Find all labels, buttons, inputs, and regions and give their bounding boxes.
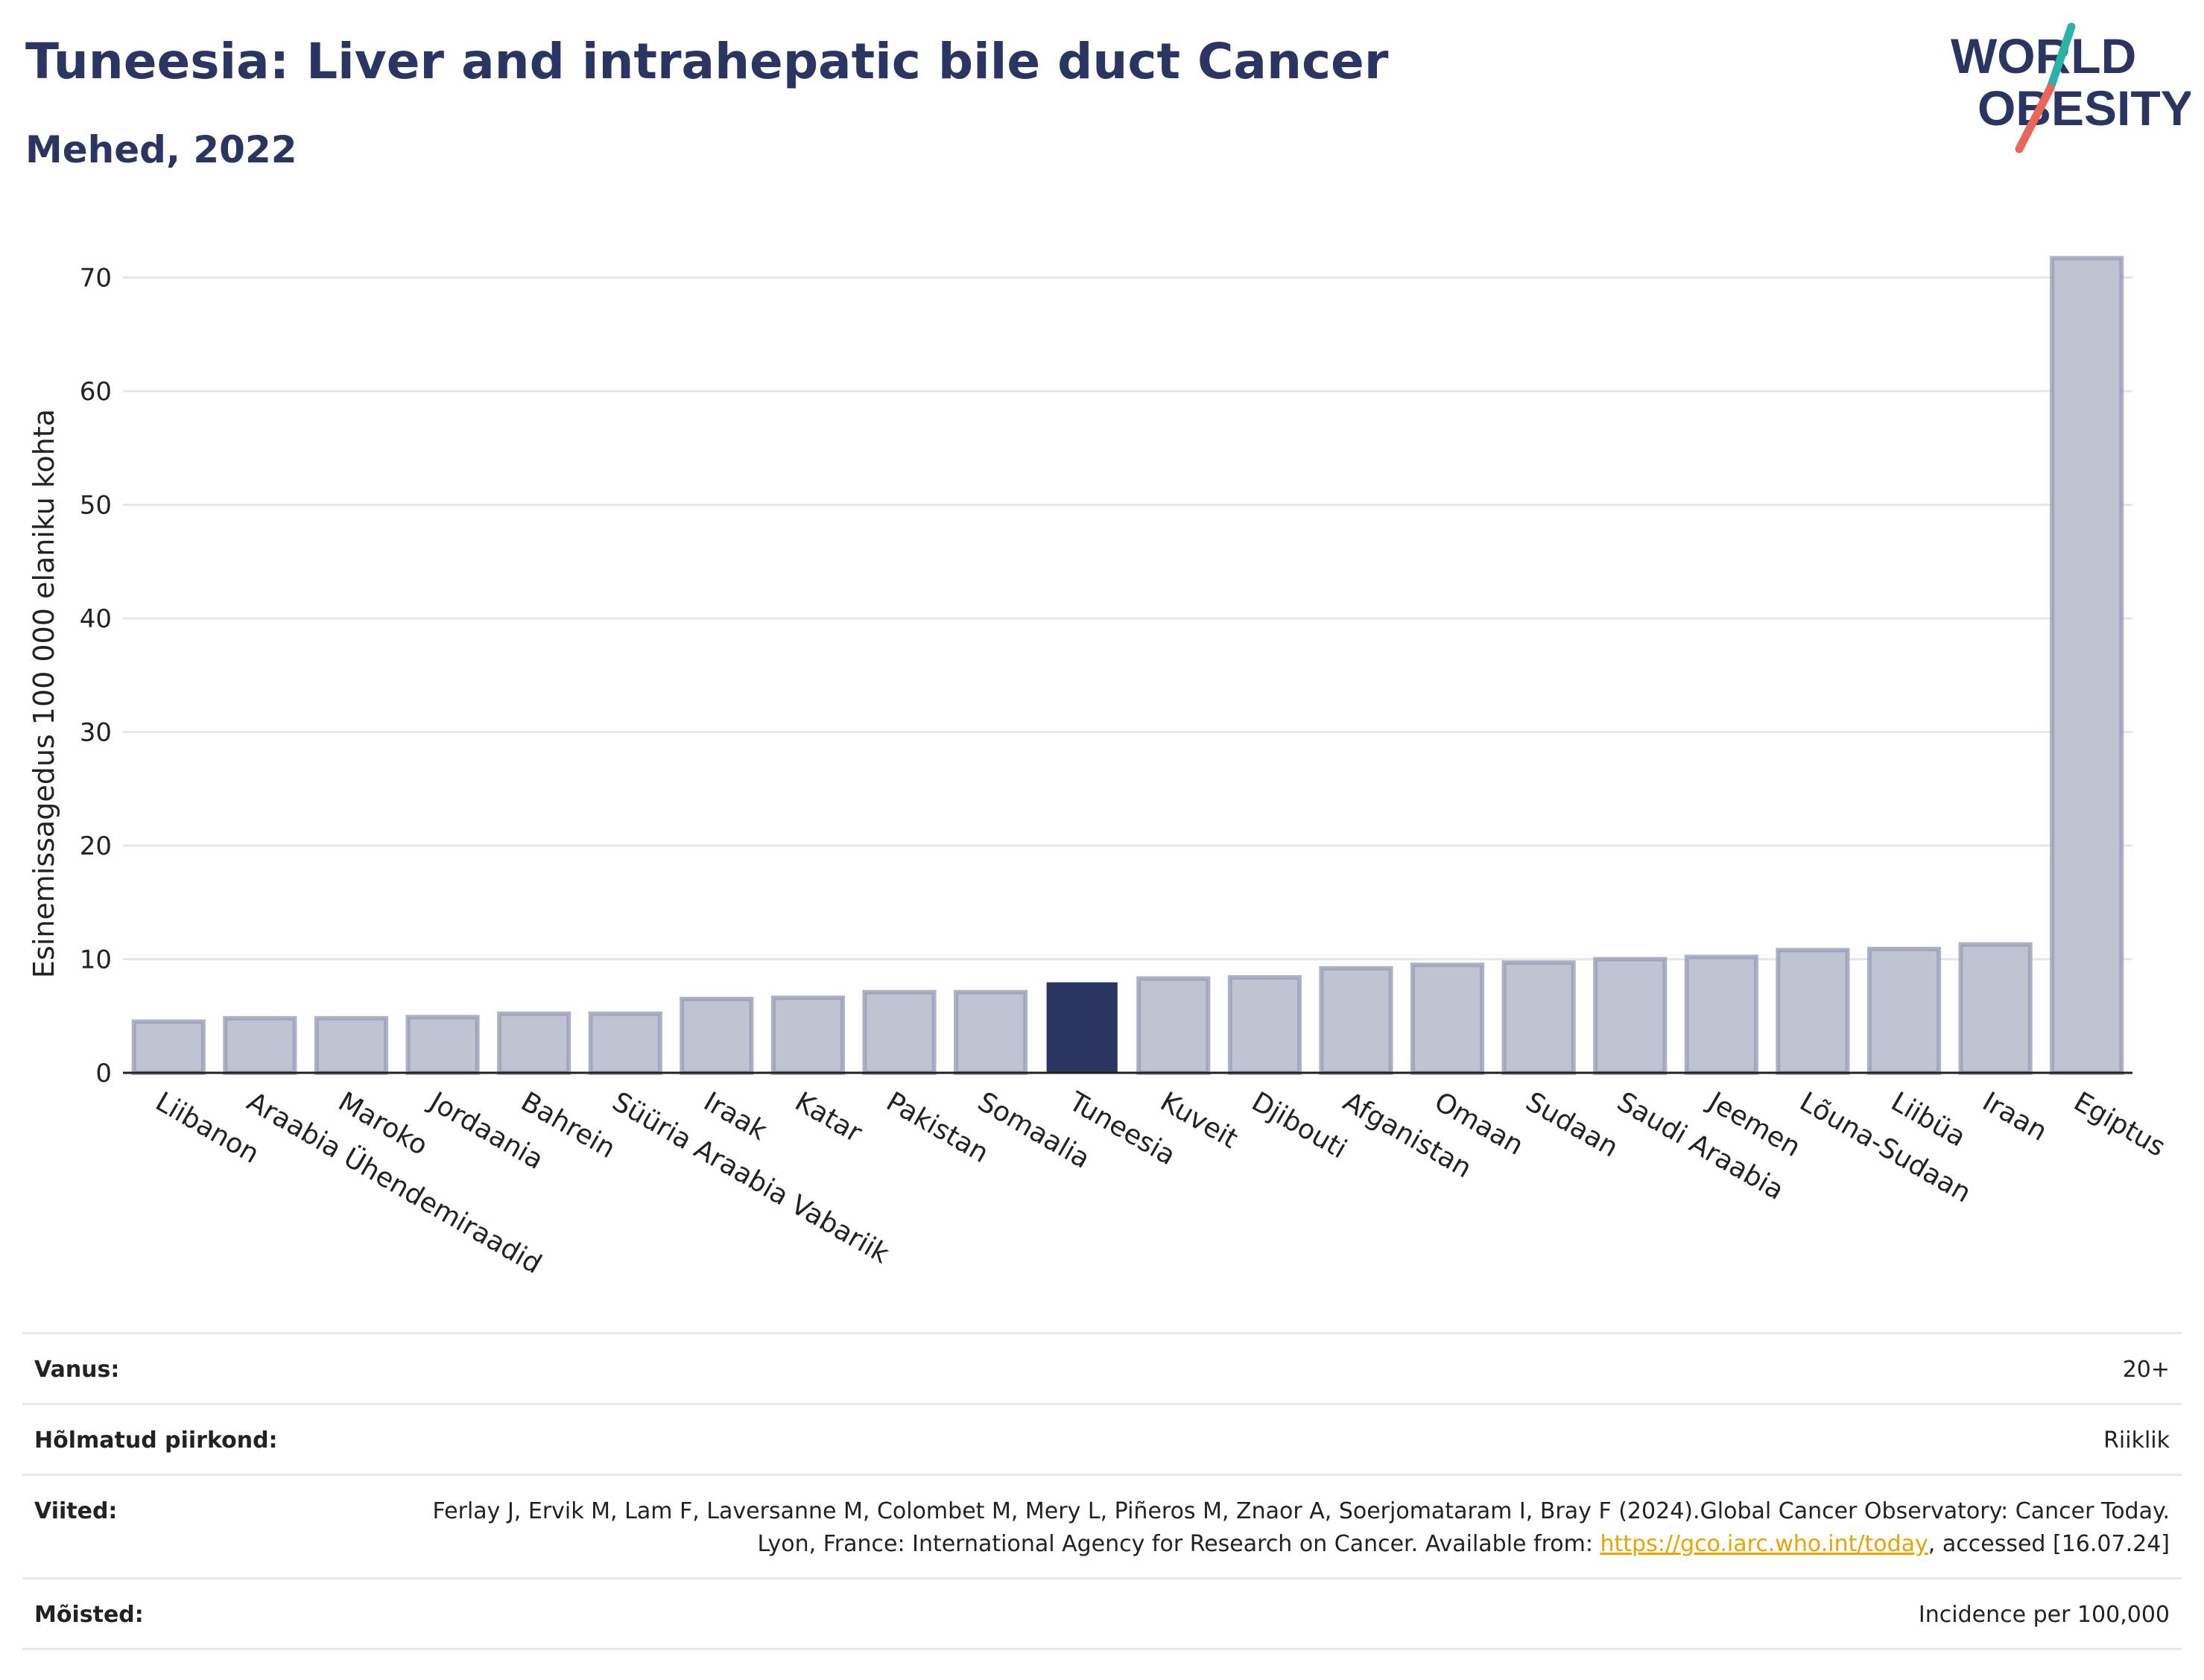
- info-row-definitions: Mõisted: Incidence per 100,000: [22, 1578, 2182, 1649]
- y-tick-label: 50: [80, 491, 112, 521]
- bar-10[interactable]: [1046, 982, 1118, 1074]
- bar-19[interactable]: [1866, 946, 1942, 1076]
- world-obesity-logo: WORLD OBESITY: [1951, 22, 2191, 153]
- bar-7[interactable]: [770, 995, 846, 1075]
- info-label-age: Vanus:: [34, 1357, 120, 1383]
- bars: [131, 256, 2124, 1076]
- logo-text-obesity: OBESITY: [1977, 80, 2191, 136]
- bar-13[interactable]: [1319, 966, 1393, 1075]
- bar-17[interactable]: [1684, 954, 1758, 1075]
- bar-1[interactable]: [223, 1015, 297, 1076]
- bar-4[interactable]: [497, 1011, 571, 1075]
- bar-21[interactable]: [2050, 256, 2124, 1076]
- grid-lines: [123, 276, 2132, 960]
- info-row-age: Vanus: 20+: [22, 1333, 2182, 1404]
- x-tick-label: Liibanon: [151, 1086, 265, 1170]
- logo-slash-coral: [2015, 83, 2055, 153]
- info-row-coverage: Hõlmatud piirkond: Riiklik: [22, 1404, 2182, 1475]
- reference-link[interactable]: https://gco.iarc.who.int/today: [1600, 1531, 1928, 1557]
- x-tick-label: Djibouti: [1247, 1086, 1352, 1164]
- bar-0[interactable]: [131, 1019, 206, 1075]
- bar-6[interactable]: [680, 996, 754, 1075]
- logo-slash-teal: [2046, 22, 2076, 92]
- x-tick-label: Katar: [790, 1086, 867, 1149]
- y-axis-label: Esinemissagedus 100 000 elaniku kohta: [28, 409, 60, 978]
- bar-3[interactable]: [405, 1015, 480, 1076]
- bar-8[interactable]: [862, 989, 937, 1075]
- info-table: Vanus: 20+ Hõlmatud piirkond: Riiklik Vi…: [22, 1332, 2182, 1650]
- x-tick-label: Iraan: [1977, 1086, 2052, 1147]
- logo-text-world: WORLD: [1951, 28, 2136, 83]
- bar-20[interactable]: [1958, 942, 2033, 1076]
- chart-title: Tuneesia: Liver and intrahepatic bile du…: [25, 33, 1389, 90]
- info-value-definitions: Incidence per 100,000: [1918, 1602, 2170, 1628]
- bar-11[interactable]: [1136, 976, 1211, 1076]
- info-value-coverage: Riiklik: [2103, 1427, 2170, 1454]
- info-value-references: Ferlay J, Ervik M, Lam F, Laversanne M, …: [359, 1475, 2182, 1579]
- bar-12[interactable]: [1227, 974, 1302, 1076]
- bar-14[interactable]: [1410, 963, 1485, 1075]
- reference-accessed: , accessed [16.07.24]: [1928, 1531, 2170, 1557]
- info-label-references: Viited:: [34, 1498, 118, 1524]
- bar-2[interactable]: [314, 1015, 389, 1076]
- info-row-references: Viited: Ferlay J, Ervik M, Lam F, Lavers…: [22, 1474, 2182, 1579]
- info-value-age: 20+: [2122, 1357, 2170, 1383]
- x-tick-label: Sudaan: [1521, 1086, 1624, 1163]
- y-tick-label: 20: [80, 831, 112, 861]
- y-axis-ticks: 0 10 20 30 40 50 60 70: [80, 264, 112, 1089]
- bar-18[interactable]: [1776, 948, 1850, 1076]
- bar-5[interactable]: [588, 1011, 662, 1075]
- chart-subtitle: Mehed, 2022: [25, 128, 297, 171]
- x-tick-label: Egiptus: [2068, 1086, 2170, 1163]
- reference-text: Ferlay J, Ervik M, Lam F, Laversanne M, …: [432, 1498, 2170, 1557]
- bar-15[interactable]: [1501, 960, 1576, 1075]
- y-tick-label: 60: [80, 377, 112, 407]
- info-label-definitions: Mõisted:: [34, 1602, 144, 1628]
- y-tick-label: 30: [80, 718, 112, 748]
- y-tick-label: 0: [95, 1059, 112, 1088]
- info-label-coverage: Hõlmatud piirkond:: [34, 1427, 278, 1454]
- bar-9[interactable]: [954, 989, 1028, 1075]
- x-tick-label: Pakistan: [881, 1086, 994, 1169]
- bar-16[interactable]: [1593, 957, 1668, 1075]
- y-tick-label: 10: [80, 945, 112, 975]
- y-tick-label: 70: [80, 264, 112, 294]
- y-tick-label: 40: [80, 604, 112, 634]
